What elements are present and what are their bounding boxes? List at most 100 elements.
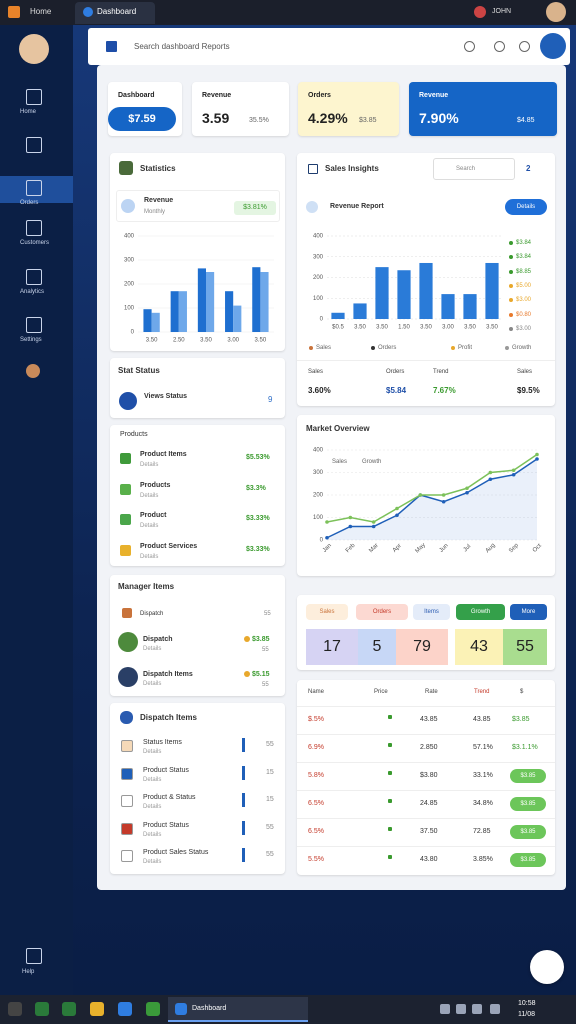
- row-divider: [297, 846, 555, 847]
- tab-button[interactable]: Orders: [356, 604, 408, 620]
- table-header: $: [520, 689, 524, 695]
- nav-label[interactable]: Help: [22, 969, 35, 975]
- bar: [197, 268, 206, 332]
- item-name: Dispatch: [140, 611, 164, 617]
- x-tick-label: 3.50: [200, 338, 212, 344]
- icon: [62, 1002, 76, 1016]
- icon: [106, 41, 117, 52]
- item-value: $3.33%: [246, 545, 270, 553]
- icon: [121, 850, 133, 862]
- bar: [252, 267, 261, 332]
- kpi-delta: 35.5%: [249, 117, 269, 124]
- point: [348, 515, 353, 520]
- icon: [509, 241, 513, 245]
- search-input[interactable]: Search dashboard Reports: [134, 42, 230, 51]
- icon: [472, 1004, 482, 1014]
- icon: [306, 201, 318, 213]
- icon: [119, 392, 137, 410]
- icon: [120, 514, 131, 525]
- x-tick-label: 3.50: [146, 338, 158, 344]
- icon: [35, 1002, 49, 1016]
- x-tick-label: Jun: [439, 543, 450, 554]
- x-tick-label: 2.50: [173, 338, 185, 344]
- tab-title: Home: [30, 7, 52, 16]
- stat-label: Trend: [433, 369, 449, 375]
- active-tab[interactable]: [75, 2, 155, 24]
- icon: [121, 795, 133, 807]
- nav-label[interactable]: Settings: [20, 337, 42, 343]
- indicator: [242, 848, 245, 862]
- nav-label[interactable]: Analytics: [20, 289, 45, 295]
- icon: [121, 199, 135, 213]
- point: [465, 486, 469, 491]
- card-title: Dispatch Items: [140, 713, 197, 722]
- item-sub: 55: [262, 682, 269, 688]
- card-title: Manager Items: [118, 582, 175, 591]
- stat-label: Sales: [308, 369, 324, 375]
- tab-button[interactable]: Items: [413, 604, 450, 620]
- card-title: Products: [120, 431, 148, 438]
- nav-label[interactable]: Home: [20, 109, 37, 115]
- button[interactable]: Details: [505, 199, 547, 215]
- icon: [509, 312, 513, 317]
- icon: [120, 544, 131, 556]
- nav-label[interactable]: Orders: [20, 200, 39, 206]
- icon: [509, 255, 513, 260]
- item-sub: Details: [143, 859, 162, 865]
- icon: [8, 1002, 22, 1016]
- chart: 0 100 200 300 400 $0.5 3.50 3.50 1.50 3.50 3.00 3.5…: [313, 234, 503, 331]
- task-active[interactable]: [168, 997, 308, 1022]
- icon: [456, 1004, 466, 1014]
- chart: 0 100 200 300 400 Jan Feb Mar Apr May Jun Jul Aug Sep…: [313, 448, 543, 555]
- point: [511, 472, 516, 477]
- card-title: Stat Status: [118, 366, 160, 375]
- nav-label[interactable]: Customers: [20, 240, 50, 246]
- indicator: [242, 765, 245, 780]
- bar: [206, 272, 215, 332]
- bar: [485, 262, 499, 319]
- y-tick-label: 400: [313, 448, 324, 454]
- area: [327, 459, 537, 540]
- clock-time: 10:58: [518, 1000, 536, 1007]
- annotation: $8.85: [516, 268, 532, 275]
- pill: $3.85: [510, 797, 546, 811]
- icon: [122, 608, 132, 618]
- icon: [118, 1002, 132, 1016]
- tab-button[interactable]: Growth: [456, 604, 505, 620]
- tile: 5: [358, 629, 396, 665]
- tab-button[interactable]: More: [510, 604, 547, 620]
- clock-date: 11/08: [518, 1011, 535, 1018]
- icon: [119, 161, 133, 175]
- icon: [118, 632, 138, 652]
- point: [395, 506, 399, 511]
- x-tick-label: Jan: [322, 543, 333, 554]
- y-tick-label: 300: [124, 258, 135, 264]
- search-input[interactable]: Search: [456, 166, 476, 172]
- item-value: $3.85: [252, 636, 270, 643]
- icon: [509, 298, 513, 303]
- fab[interactable]: [530, 950, 564, 984]
- icon: [118, 667, 138, 687]
- table-cell: 6.9%: [308, 744, 324, 751]
- icon: [505, 346, 509, 350]
- table-cell: 37.50: [420, 828, 438, 835]
- table-cell: $3.80: [420, 772, 438, 779]
- stat-value: 7.67%: [433, 386, 456, 395]
- x-tick-label: 3.50: [255, 338, 267, 344]
- tab-button[interactable]: Sales: [306, 604, 348, 620]
- tile: 55: [503, 629, 547, 665]
- kpi-title: Orders: [308, 92, 331, 99]
- icon: [26, 317, 42, 333]
- icon: [26, 180, 42, 196]
- tab-title: Dashboard: [97, 7, 137, 16]
- point: [465, 490, 469, 495]
- item-value: 15: [266, 768, 274, 776]
- icon: [90, 1002, 104, 1016]
- x-tick-label: $0.5: [332, 325, 344, 331]
- indicator: [242, 738, 245, 752]
- y-tick-label: 100: [124, 306, 135, 312]
- icon: [83, 7, 93, 17]
- pill: $3.85: [510, 769, 546, 783]
- icon: [26, 269, 42, 285]
- table-cell: 43.80: [420, 856, 438, 863]
